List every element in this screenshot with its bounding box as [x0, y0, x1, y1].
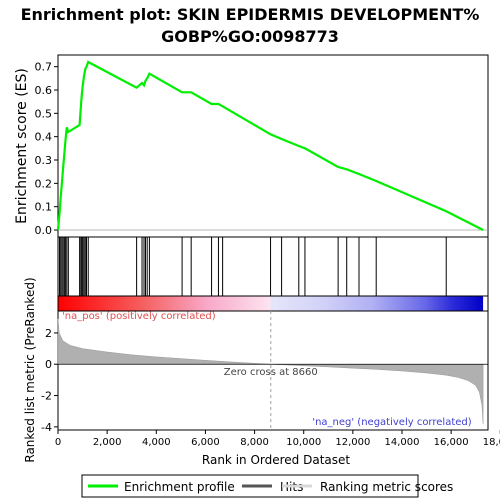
- x-axis-label: Rank in Ordered Dataset: [202, 453, 350, 467]
- x-tick-label: 0: [55, 437, 61, 448]
- metric-y-tick-label: -4: [41, 421, 52, 434]
- x-axis-ticks: 0 2,000 4,000 6,000 8,000 10,000 12,000 14,000 1…: [55, 430, 500, 448]
- hits-panel-frame: [57, 236, 489, 297]
- legend: Enrichment profile Hits Ranking metric s…: [81, 474, 453, 498]
- legend-enrichment-label: Enrichment profile: [124, 480, 235, 494]
- metric-y-tick-label: 0: [45, 358, 52, 371]
- metric-panel-frame: [57, 310, 489, 431]
- es-y-tick-label: 0.6: [35, 84, 53, 97]
- metric-y-tick-label: 2: [45, 327, 52, 340]
- enrichment-profile-line: [56, 60, 484, 231]
- neg-correlated-label: 'na_neg' (negatively correlated): [312, 417, 471, 428]
- chart-title-line1: Enrichment plot: SKIN EPIDERMIS DEVELOPM…: [21, 5, 480, 24]
- x-tick-label: 4,000: [142, 437, 171, 448]
- x-tick-label: 12,000: [335, 437, 370, 448]
- x-tick-label: 18,000: [483, 437, 500, 448]
- x-tick-label: 16,000: [434, 437, 469, 448]
- hit-markers: [58, 237, 447, 296]
- metric-y-ticks: 2 0 -2 -4: [41, 327, 58, 434]
- metric-y-tick-label: -2: [41, 390, 52, 403]
- metric-y-axis-label: Ranked list metric (PreRanked): [23, 277, 37, 462]
- x-tick-label: 14,000: [385, 437, 420, 448]
- es-y-tick-label: 0.3: [35, 154, 53, 167]
- chart-title-line2: GOBP%GO:0098773: [161, 27, 339, 46]
- es-y-tick-label: 0.7: [35, 61, 53, 74]
- es-panel-frame: [57, 54, 489, 238]
- rank-color-bar: [58, 296, 484, 311]
- ranking-metric-area: [57, 318, 484, 424]
- es-y-tick-label: 0.0: [35, 224, 53, 237]
- es-y-tick-label: 0.2: [35, 177, 53, 190]
- x-tick-label: 8,000: [240, 437, 269, 448]
- x-tick-label: 6,000: [191, 437, 220, 448]
- es-y-ticks: 0.0 0.1 0.2 0.3 0.4 0.5 0.6 0.7: [35, 61, 58, 237]
- es-y-tick-label: 0.1: [35, 201, 53, 214]
- x-tick-label: 10,000: [286, 437, 321, 448]
- legend-ranking-label: Ranking metric scores: [320, 480, 453, 494]
- es-y-tick-label: 0.5: [35, 107, 53, 120]
- pos-correlated-label: 'na_pos' (positively correlated): [62, 311, 216, 322]
- x-tick-label: 2,000: [93, 437, 122, 448]
- zero-cross-label: Zero cross at 8660: [224, 367, 318, 378]
- es-y-axis-label: Enrichment score (ES): [14, 68, 30, 224]
- es-y-tick-label: 0.4: [35, 131, 53, 144]
